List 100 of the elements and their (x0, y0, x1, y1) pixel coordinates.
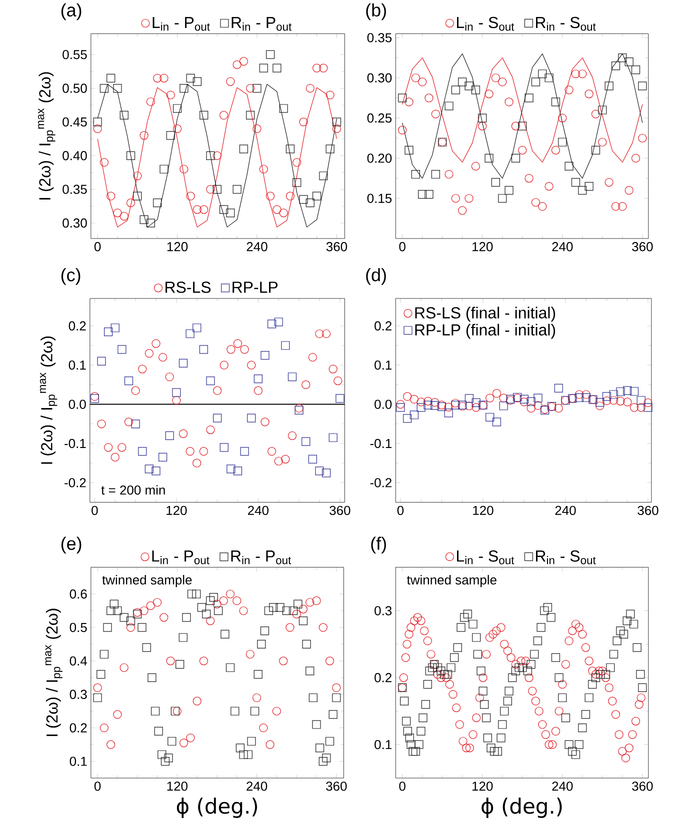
point (534, 401, 542, 410)
point (644, 398, 652, 408)
point (326, 90, 334, 100)
point (233, 339, 242, 348)
y-tick-label: 0.3 (70, 690, 87, 699)
point (308, 352, 317, 362)
point (144, 464, 154, 474)
point (578, 70, 587, 78)
point (595, 402, 604, 410)
point (100, 158, 108, 167)
point (252, 124, 262, 133)
point (274, 318, 283, 326)
point (100, 650, 108, 659)
point (308, 454, 317, 464)
point (152, 74, 162, 82)
point (325, 656, 334, 666)
point (624, 186, 634, 195)
point (305, 666, 314, 676)
point (335, 394, 344, 403)
point (551, 98, 560, 106)
y-tick-label: 0.1 (374, 740, 392, 750)
point (458, 206, 466, 215)
point (282, 606, 291, 616)
point (187, 590, 196, 598)
point (318, 64, 328, 72)
point (464, 394, 474, 403)
point (318, 623, 328, 632)
point (554, 404, 563, 413)
point (638, 82, 647, 90)
point (192, 696, 202, 706)
point (199, 205, 208, 214)
point (199, 447, 208, 456)
point (131, 420, 140, 428)
point (106, 606, 115, 616)
point (106, 740, 115, 749)
point (396, 403, 405, 412)
point (404, 146, 414, 154)
point (113, 208, 122, 218)
point (117, 443, 126, 452)
point (199, 656, 208, 666)
y-axis-title: I (2ω) / I$_{pp}$$^{max}$ (2ω) (40, 336, 57, 464)
point (226, 663, 234, 672)
point (299, 195, 308, 204)
point (423, 396, 432, 406)
point (172, 124, 182, 133)
point (126, 151, 135, 160)
legend-label: R$_{in}$ - P$_{out}$ (232, 17, 292, 31)
chart-title: (c) (61, 268, 80, 285)
point (146, 97, 155, 106)
point (93, 683, 102, 692)
point (254, 386, 262, 395)
x-tick-label: 120 (472, 242, 492, 252)
point (226, 208, 235, 218)
point (186, 329, 194, 338)
legend-label: RP-LP (final - initial) (415, 324, 555, 339)
point (444, 170, 454, 179)
legend-label: R$_{in}$ - S$_{out}$ (536, 16, 596, 31)
point (574, 390, 584, 399)
point (232, 185, 242, 194)
point (212, 151, 222, 160)
y-tick-label: 0.6 (70, 589, 87, 599)
point (444, 102, 454, 110)
point (598, 138, 607, 146)
point (332, 683, 341, 692)
point (544, 74, 554, 82)
point (286, 144, 294, 154)
y-tick-label: 0.4 (70, 656, 87, 666)
point (165, 431, 174, 440)
x-tick-label: 0 (94, 242, 100, 252)
x-tick-label: 240 (248, 506, 268, 516)
y-tick-label: 0.1 (374, 360, 392, 370)
point (150, 706, 160, 716)
legend-label: R$_{in}$ - P$_{out}$ (231, 550, 291, 564)
point (318, 172, 328, 180)
point (199, 110, 208, 120)
point (250, 706, 259, 716)
point (418, 190, 426, 199)
point (140, 131, 148, 140)
point (604, 82, 614, 90)
point (618, 54, 627, 62)
point (214, 606, 222, 616)
x-tick-label: 360 (637, 506, 658, 516)
point (97, 356, 106, 366)
point (152, 598, 162, 607)
x-tick-label: 240 (552, 242, 573, 252)
point (276, 603, 284, 612)
legend-label: L$_{in}$ - P$_{out}$ (152, 550, 210, 564)
point (240, 447, 249, 456)
legend-label: L$_{in}$ - S$_{out}$ (456, 550, 514, 564)
point (299, 118, 308, 126)
point (404, 98, 414, 106)
point (110, 600, 118, 608)
y-tick-label: 0.55 (62, 50, 87, 60)
point (93, 124, 102, 133)
line-series (402, 57, 643, 163)
point (239, 606, 248, 616)
point (591, 146, 600, 154)
point (246, 360, 256, 370)
legend-label: L$_{in}$ - S$_{out}$ (456, 16, 514, 31)
point (485, 394, 494, 402)
